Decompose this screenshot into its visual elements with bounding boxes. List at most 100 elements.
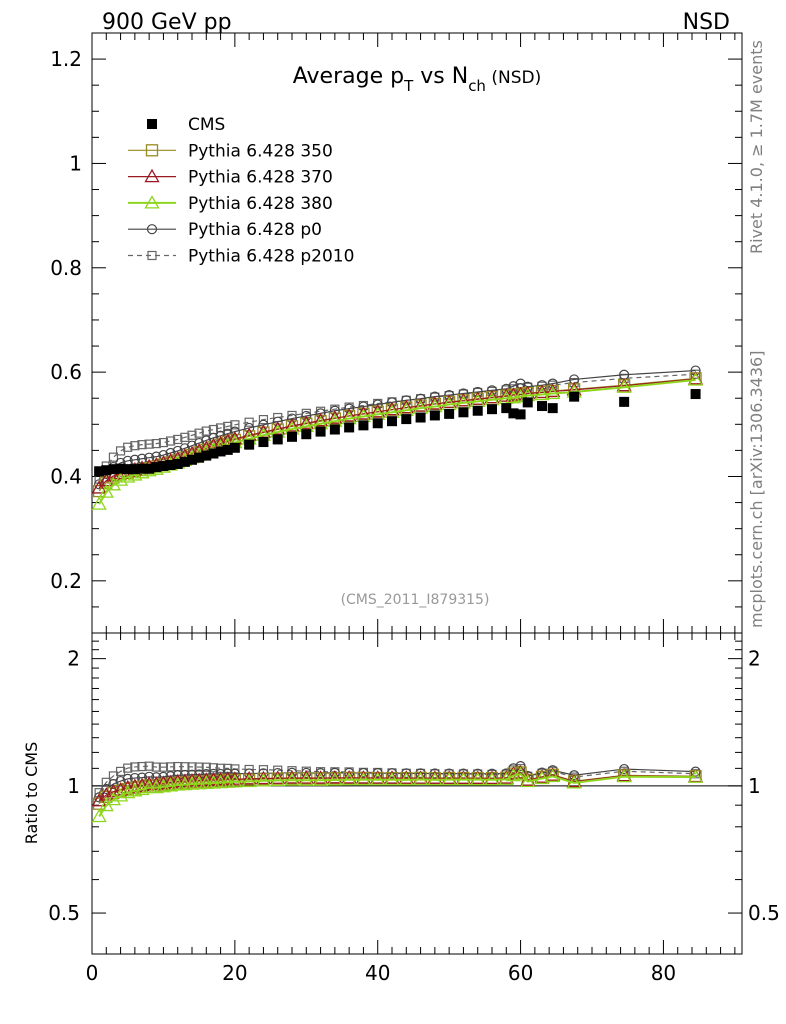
data-point: [470, 391, 486, 405]
data-point: [547, 403, 558, 414]
header-left-label: 900 GeV pp: [102, 10, 232, 35]
data-point: [327, 410, 343, 424]
ratio-point: [566, 775, 582, 789]
data-point: [536, 380, 548, 391]
data-point: [355, 406, 372, 420]
main-y-tick-label: 1: [69, 151, 82, 175]
data-point: [444, 389, 455, 401]
ratio-point: [312, 772, 329, 786]
x-tick-label: 40: [365, 961, 390, 985]
data-point: [144, 463, 155, 474]
data-point: [619, 396, 630, 407]
data-point: [165, 436, 176, 446]
data-point: [222, 444, 233, 455]
data-point: [108, 464, 119, 475]
legend-item: Pythia 6.428 p0: [128, 220, 322, 240]
data-point: [315, 426, 326, 437]
main-y-tick-label: 0.6: [50, 360, 82, 384]
data-point: [173, 434, 183, 445]
data-point: [201, 426, 211, 436]
data-point: [501, 403, 512, 414]
main-series-layer: [91, 365, 704, 510]
plot-title-pt-subscript: T: [403, 77, 414, 95]
ratio-point: [520, 773, 536, 788]
ratio-point: [427, 770, 443, 784]
ratio-point: [151, 762, 161, 772]
ratio-point: [441, 770, 457, 784]
header-right-label: NSD: [683, 10, 730, 35]
data-point: [194, 452, 205, 463]
analysis-label: (CMS_2011_I879315): [341, 592, 490, 608]
ratio-point: [158, 762, 169, 772]
data-point: [515, 409, 526, 420]
ratio-point: [384, 771, 400, 786]
ratio-point: [412, 771, 429, 786]
data-point: [372, 418, 383, 429]
data-point: [344, 422, 355, 433]
ratio-point: [427, 772, 443, 786]
ratio-point: [255, 770, 272, 785]
ratio-point: [455, 771, 472, 786]
ratio-point: [227, 774, 243, 788]
ratio-point: [241, 770, 257, 785]
ratio-point: [327, 772, 343, 786]
ratio-y-tick-label: 1: [67, 774, 80, 798]
data-point: [115, 463, 126, 474]
data-point: [687, 372, 704, 386]
ratio-point: [179, 769, 190, 781]
ratio-point: [241, 773, 257, 788]
data-point: [112, 472, 129, 486]
data-point: [172, 458, 183, 469]
main-y-tick-label: 1.2: [50, 47, 82, 71]
ratio-point: [534, 770, 550, 785]
data-point: [427, 396, 443, 410]
data-point: [258, 415, 269, 425]
data-point: [270, 421, 286, 435]
data-point: [151, 462, 162, 473]
data-point: [94, 479, 105, 490]
data-point: [180, 432, 190, 442]
ratio-point: [105, 791, 122, 806]
data-point: [158, 461, 169, 472]
data-point: [98, 484, 114, 498]
ratio-point: [298, 770, 314, 784]
data-point: [201, 450, 212, 461]
mcplots-label: mcplots.cern.ch [arXiv:1306.3436]: [747, 351, 766, 628]
legend-item: Pythia 6.428 370: [128, 168, 333, 188]
data-point: [441, 394, 457, 409]
data-point: [272, 434, 283, 445]
ratio-point: [208, 768, 219, 779]
ratio-point: [270, 770, 286, 784]
data-point: [690, 365, 701, 376]
data-point: [312, 412, 329, 427]
legend-marker: [144, 168, 160, 183]
ratio-point: [144, 761, 154, 771]
ratio-point: [341, 771, 357, 786]
data-point: [370, 403, 386, 418]
data-point: [487, 404, 497, 415]
ratio-point: [227, 771, 243, 785]
ratio-point: [165, 762, 176, 772]
data-point: [415, 393, 426, 404]
data-point: [534, 384, 550, 399]
ratio-point: [137, 761, 147, 772]
data-point: [91, 496, 107, 510]
legend-label: Pythia 6.428 350: [188, 141, 333, 161]
ratio-point: [270, 772, 286, 787]
data-point: [129, 464, 140, 475]
data-point: [690, 389, 701, 400]
legend-marker: [145, 144, 159, 157]
ratio-point: [187, 762, 197, 772]
ratio-point: [398, 772, 414, 786]
rivet-version-label: Rivet 4.1.0, ≥ 1.7M events: [747, 40, 766, 254]
data-point: [122, 464, 133, 475]
ratio-point: [130, 762, 140, 772]
data-point: [215, 446, 226, 457]
data-point: [484, 389, 500, 404]
data-point: [458, 388, 469, 399]
ratio-point: [616, 768, 632, 783]
ratio-point: [512, 765, 529, 779]
plot-title: Average pT vs Nch (NSD): [293, 64, 541, 95]
main-y-tick-label: 0.4: [50, 464, 82, 488]
